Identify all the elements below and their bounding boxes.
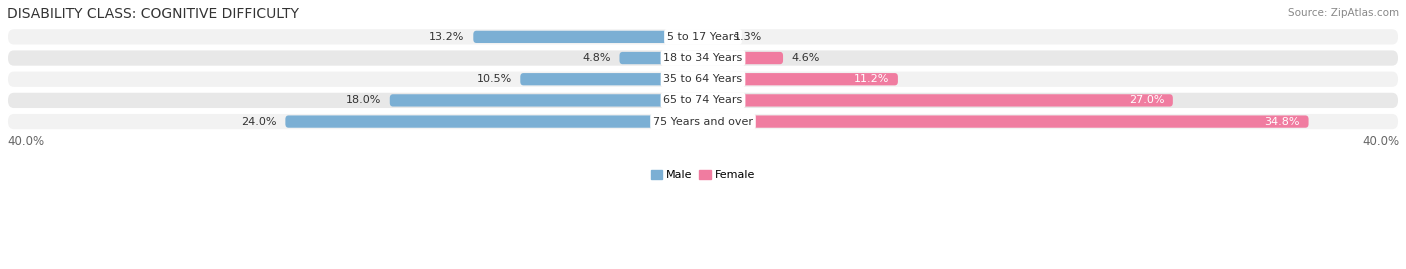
Text: 13.2%: 13.2% xyxy=(429,32,464,42)
Text: 11.2%: 11.2% xyxy=(853,74,889,84)
FancyBboxPatch shape xyxy=(520,73,703,85)
Text: 40.0%: 40.0% xyxy=(1362,135,1399,148)
Text: 18.0%: 18.0% xyxy=(346,95,381,105)
FancyBboxPatch shape xyxy=(703,31,725,43)
FancyBboxPatch shape xyxy=(285,115,703,128)
FancyBboxPatch shape xyxy=(620,52,703,64)
FancyBboxPatch shape xyxy=(703,94,1173,107)
FancyBboxPatch shape xyxy=(389,94,703,107)
Text: 65 to 74 Years: 65 to 74 Years xyxy=(664,95,742,105)
FancyBboxPatch shape xyxy=(474,31,703,43)
Text: 34.8%: 34.8% xyxy=(1264,116,1301,127)
Text: 35 to 64 Years: 35 to 64 Years xyxy=(664,74,742,84)
Text: DISABILITY CLASS: COGNITIVE DIFFICULTY: DISABILITY CLASS: COGNITIVE DIFFICULTY xyxy=(7,7,299,21)
FancyBboxPatch shape xyxy=(7,92,1399,109)
Text: Source: ZipAtlas.com: Source: ZipAtlas.com xyxy=(1288,8,1399,18)
FancyBboxPatch shape xyxy=(7,113,1399,130)
Text: 40.0%: 40.0% xyxy=(7,135,44,148)
Text: 4.6%: 4.6% xyxy=(792,53,820,63)
Text: 5 to 17 Years: 5 to 17 Years xyxy=(666,32,740,42)
Text: 10.5%: 10.5% xyxy=(477,74,512,84)
Text: 1.3%: 1.3% xyxy=(734,32,762,42)
Text: 4.8%: 4.8% xyxy=(582,53,610,63)
Text: 24.0%: 24.0% xyxy=(242,116,277,127)
FancyBboxPatch shape xyxy=(7,28,1399,45)
FancyBboxPatch shape xyxy=(703,73,898,85)
FancyBboxPatch shape xyxy=(7,49,1399,67)
Text: 27.0%: 27.0% xyxy=(1129,95,1164,105)
Text: 18 to 34 Years: 18 to 34 Years xyxy=(664,53,742,63)
FancyBboxPatch shape xyxy=(703,115,1309,128)
FancyBboxPatch shape xyxy=(703,52,783,64)
Legend: Male, Female: Male, Female xyxy=(647,165,759,185)
Text: 75 Years and over: 75 Years and over xyxy=(652,116,754,127)
FancyBboxPatch shape xyxy=(7,70,1399,88)
